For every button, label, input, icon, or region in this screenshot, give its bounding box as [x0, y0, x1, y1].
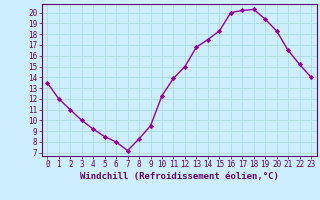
X-axis label: Windchill (Refroidissement éolien,°C): Windchill (Refroidissement éolien,°C)	[80, 172, 279, 181]
